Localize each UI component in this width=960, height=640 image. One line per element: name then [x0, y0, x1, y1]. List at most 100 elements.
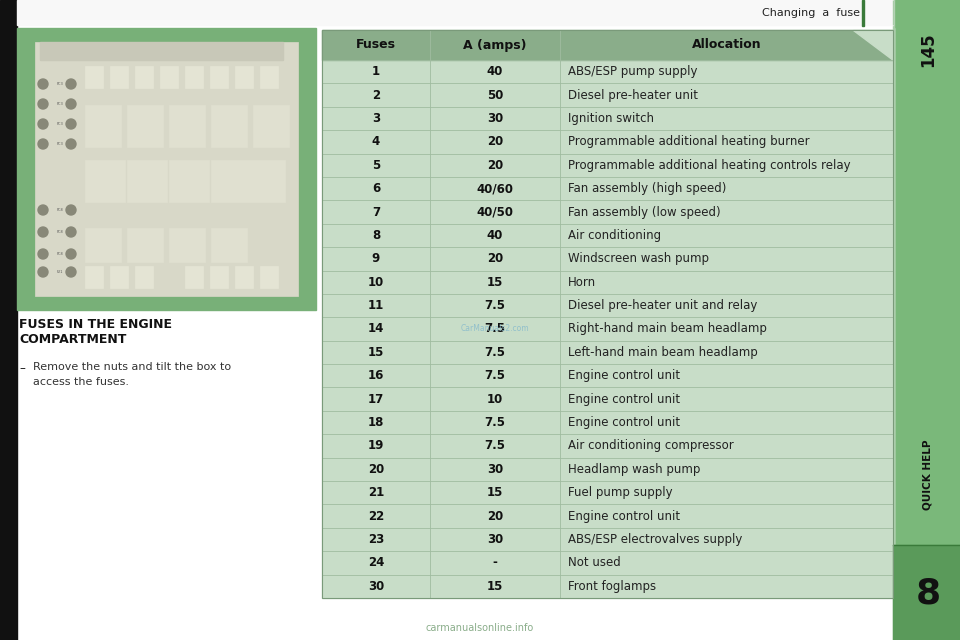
Text: ABS/ESP electrovalves supply: ABS/ESP electrovalves supply	[568, 533, 742, 546]
Bar	[85, 66, 103, 88]
Text: 5: 5	[372, 159, 380, 172]
Bar	[322, 30, 893, 60]
Text: 15: 15	[487, 486, 503, 499]
Text: 50: 50	[487, 88, 503, 102]
Text: 30: 30	[487, 533, 503, 546]
Circle shape	[66, 227, 76, 237]
Circle shape	[66, 205, 76, 215]
Text: A (amps): A (amps)	[464, 38, 527, 51]
Text: 15: 15	[368, 346, 384, 359]
Text: Left-hand main beam headlamp: Left-hand main beam headlamp	[568, 346, 757, 359]
Circle shape	[38, 119, 48, 129]
Text: 6: 6	[372, 182, 380, 195]
Bar	[210, 266, 228, 288]
Text: 2: 2	[372, 88, 380, 102]
Text: 20: 20	[487, 509, 503, 523]
Bar	[322, 30, 893, 598]
Text: Air conditioning compressor: Air conditioning compressor	[568, 440, 733, 452]
Bar	[110, 266, 128, 288]
Bar	[893, 545, 960, 640]
Text: Changing  a  fuse: Changing a fuse	[762, 8, 860, 18]
Text: Windscreen wash pump: Windscreen wash pump	[568, 252, 709, 266]
Text: 40: 40	[487, 229, 503, 242]
Text: CarManuals2.com: CarManuals2.com	[461, 324, 529, 333]
Bar	[40, 42, 283, 60]
Bar	[85, 105, 121, 147]
Text: FC3: FC3	[57, 122, 63, 126]
Circle shape	[38, 205, 48, 215]
Text: Ignition switch: Ignition switch	[568, 112, 654, 125]
Circle shape	[38, 79, 48, 89]
Bar	[127, 105, 163, 147]
Circle shape	[66, 79, 76, 89]
Text: carmanualsonline.info: carmanualsonline.info	[426, 623, 534, 633]
Bar	[0, 0, 17, 640]
Circle shape	[38, 249, 48, 259]
Bar	[253, 105, 289, 147]
Bar	[85, 160, 125, 202]
Polygon shape	[853, 30, 893, 60]
Text: 1: 1	[372, 65, 380, 78]
Text: access the fuses.: access the fuses.	[33, 377, 129, 387]
Text: 15: 15	[487, 580, 503, 593]
Text: QUICK HELP: QUICK HELP	[923, 440, 933, 510]
Bar	[17, 28, 316, 310]
Bar	[211, 105, 247, 147]
Bar	[260, 266, 278, 288]
Text: Fuses: Fuses	[356, 38, 396, 51]
Text: 22: 22	[368, 509, 384, 523]
Text: 23: 23	[368, 533, 384, 546]
Text: 20: 20	[487, 252, 503, 266]
Bar	[85, 266, 103, 288]
Bar	[862, 0, 864, 26]
Text: 7.5: 7.5	[485, 440, 506, 452]
Text: 4: 4	[372, 136, 380, 148]
Text: 30: 30	[487, 463, 503, 476]
Text: 40: 40	[487, 65, 503, 78]
Text: Programmable additional heating burner: Programmable additional heating burner	[568, 136, 809, 148]
Bar	[35, 42, 298, 296]
Text: Diesel pre-heater unit: Diesel pre-heater unit	[568, 88, 698, 102]
Text: 7.5: 7.5	[485, 346, 506, 359]
Text: Headlamp wash pump: Headlamp wash pump	[568, 463, 701, 476]
Text: 20: 20	[487, 136, 503, 148]
Circle shape	[38, 99, 48, 109]
Text: Fan assembly (high speed): Fan assembly (high speed)	[568, 182, 727, 195]
Text: 40/50: 40/50	[476, 205, 514, 218]
Text: 16: 16	[368, 369, 384, 382]
Text: Programmable additional heating controls relay: Programmable additional heating controls…	[568, 159, 851, 172]
Text: Engine control unit: Engine control unit	[568, 509, 680, 523]
Bar	[210, 66, 228, 88]
Bar	[135, 266, 153, 288]
Text: FC3: FC3	[57, 102, 63, 106]
Text: Air conditioning: Air conditioning	[568, 229, 661, 242]
Bar	[169, 105, 205, 147]
Text: 24: 24	[368, 556, 384, 570]
Text: 20: 20	[368, 463, 384, 476]
Text: Front foglamps: Front foglamps	[568, 580, 656, 593]
Text: 7.5: 7.5	[485, 416, 506, 429]
Text: Engine control unit: Engine control unit	[568, 416, 680, 429]
Text: Horn: Horn	[568, 276, 596, 289]
Text: 10: 10	[487, 393, 503, 406]
Bar	[169, 160, 209, 202]
Text: 145: 145	[919, 33, 937, 67]
Polygon shape	[896, 0, 960, 28]
Text: FC8: FC8	[57, 208, 63, 212]
Text: Right-hand main beam headlamp: Right-hand main beam headlamp	[568, 323, 767, 335]
Bar	[185, 66, 203, 88]
Bar	[211, 160, 285, 202]
Bar	[185, 266, 203, 288]
Text: FUSES IN THE ENGINE
COMPARTMENT: FUSES IN THE ENGINE COMPARTMENT	[19, 318, 172, 346]
Bar	[260, 66, 278, 88]
Text: 30: 30	[487, 112, 503, 125]
Text: ABS/ESP pump supply: ABS/ESP pump supply	[568, 65, 698, 78]
Text: Engine control unit: Engine control unit	[568, 393, 680, 406]
Text: 3: 3	[372, 112, 380, 125]
Text: 21: 21	[368, 486, 384, 499]
Text: 11: 11	[368, 299, 384, 312]
Text: 14: 14	[368, 323, 384, 335]
Text: F21: F21	[57, 270, 63, 274]
Bar	[127, 228, 163, 262]
Text: -: -	[492, 556, 497, 570]
